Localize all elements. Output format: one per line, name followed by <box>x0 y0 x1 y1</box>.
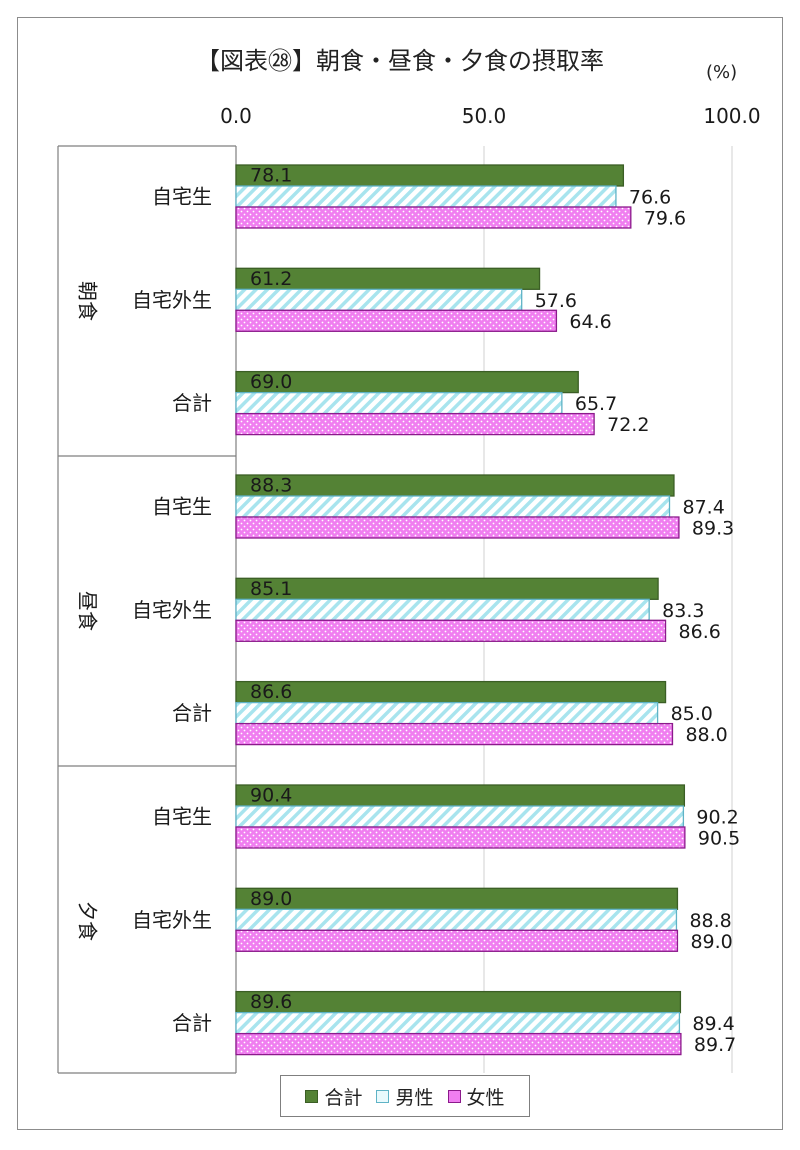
legend-label-total: 合計 <box>324 1086 363 1109</box>
bar-total <box>235 474 675 497</box>
data-label-male: 85.0 <box>671 703 713 725</box>
x-tick-label: 50.0 <box>462 104 507 128</box>
category-label: 自宅外生 <box>132 908 212 932</box>
legend-swatch-male <box>376 1089 390 1103</box>
chart-title: 【図表㉘】朝食・昼食・夕食の摂取率 <box>196 47 604 75</box>
data-label-male: 89.4 <box>692 1013 734 1035</box>
data-label-female: 89.3 <box>692 518 734 540</box>
bar-female <box>235 1032 682 1056</box>
legend-item-female: 女性 <box>447 1083 505 1110</box>
category-label: 合計 <box>172 1011 212 1035</box>
legend: 合計 男性 女性 <box>280 1075 530 1117</box>
legend-item-male: 男性 <box>376 1083 434 1110</box>
data-label-male: 76.6 <box>629 187 671 209</box>
bar-female <box>235 516 680 539</box>
data-label-female: 79.6 <box>644 208 686 230</box>
data-label-female: 72.2 <box>607 414 649 436</box>
bar-male <box>235 185 617 208</box>
data-label-total: 90.4 <box>250 785 292 807</box>
bar-female <box>235 309 558 332</box>
data-label-total: 69.0 <box>250 371 292 393</box>
bar-male <box>235 701 659 725</box>
bar-male <box>235 1011 681 1035</box>
group-label: 朝食 <box>76 281 100 321</box>
category-label: 自宅生 <box>152 185 212 209</box>
data-label-total: 89.6 <box>250 991 292 1013</box>
data-label-total: 89.0 <box>250 888 292 910</box>
data-label-male: 57.6 <box>535 290 577 312</box>
group-label: 昼食 <box>76 591 100 631</box>
group-label: 夕食 <box>76 901 100 941</box>
category-label: 合計 <box>172 701 212 725</box>
x-tick-label: 100.0 <box>703 104 760 128</box>
data-label-male: 83.3 <box>662 600 704 622</box>
legend-swatch-female <box>447 1089 461 1103</box>
category-label: 自宅生 <box>152 495 212 519</box>
bar-female <box>235 722 674 746</box>
bar-total <box>235 164 625 187</box>
legend-label-female: 女性 <box>466 1086 505 1109</box>
bar-total <box>235 887 679 910</box>
data-label-total: 85.1 <box>250 578 292 600</box>
bar-male <box>235 495 671 518</box>
bar-male <box>235 805 685 828</box>
bar-female <box>235 412 595 436</box>
category-label: 合計 <box>172 391 212 415</box>
data-label-female: 86.6 <box>679 621 721 643</box>
data-label-female: 89.7 <box>694 1034 736 1056</box>
bar-total <box>235 784 686 807</box>
data-label-female: 89.0 <box>690 931 732 953</box>
data-label-male: 87.4 <box>683 497 725 519</box>
data-label-male: 90.2 <box>696 807 738 829</box>
category-label: 自宅外生 <box>132 598 212 622</box>
x-tick-label: 0.0 <box>220 104 252 128</box>
category-label: 自宅生 <box>152 805 212 829</box>
data-label-total: 88.3 <box>250 475 292 497</box>
data-label-female: 90.5 <box>698 828 740 850</box>
data-label-male: 88.8 <box>689 910 731 932</box>
bar-total <box>235 680 667 704</box>
chart-unit-label: (%) <box>706 62 738 83</box>
data-label-total: 86.6 <box>250 681 292 703</box>
bar-female <box>235 619 667 642</box>
legend-swatch-total <box>305 1089 319 1103</box>
bar-female <box>235 206 632 229</box>
data-label-total: 78.1 <box>250 165 292 187</box>
bar-male <box>235 391 563 415</box>
data-label-female: 64.6 <box>569 311 611 333</box>
bar-male <box>235 598 650 621</box>
data-label-female: 88.0 <box>685 724 727 746</box>
bar-female <box>235 929 679 952</box>
data-label-total: 61.2 <box>250 268 292 290</box>
legend-item-total: 合計 <box>305 1083 362 1110</box>
bar-female <box>235 826 686 849</box>
category-label: 自宅外生 <box>132 288 212 312</box>
bar-total <box>235 990 682 1014</box>
data-label-male: 65.7 <box>575 393 617 415</box>
bar-male <box>235 908 678 931</box>
bar-total <box>235 577 659 600</box>
legend-label-male: 男性 <box>395 1086 434 1109</box>
bar-male <box>235 288 523 311</box>
